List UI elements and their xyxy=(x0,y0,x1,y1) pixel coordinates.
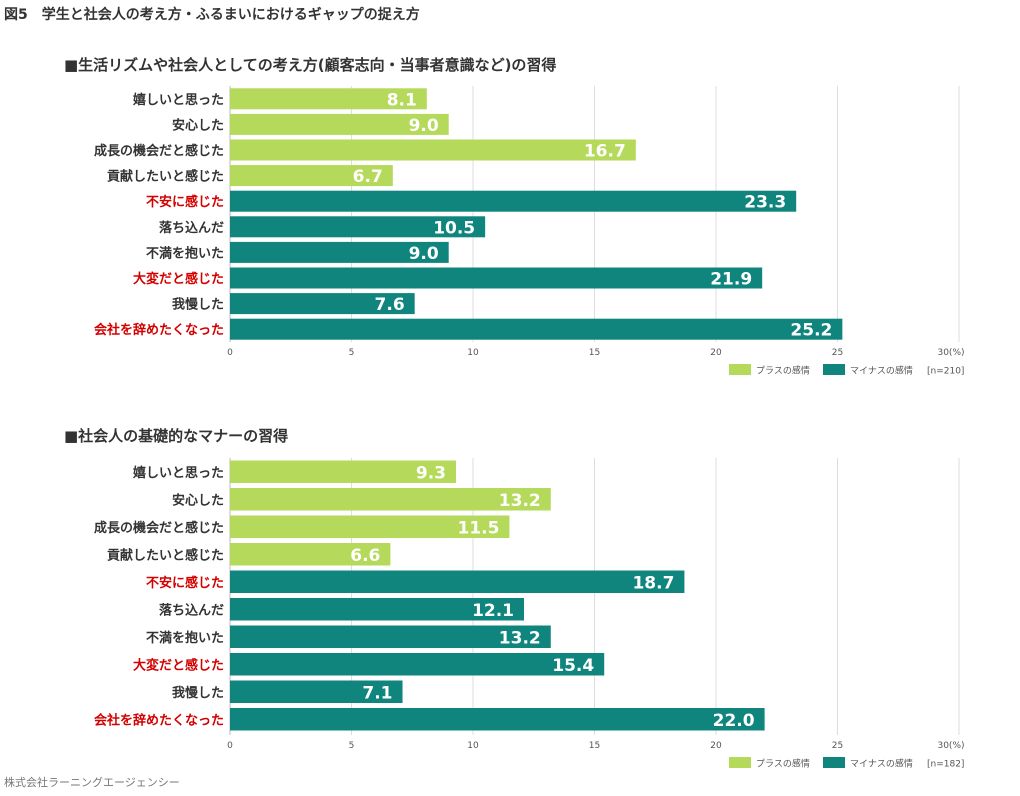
data-label: 12.1 xyxy=(472,601,514,621)
data-label: 11.5 xyxy=(457,518,499,538)
bar xyxy=(230,113,449,135)
x-tick-label: 5 xyxy=(349,348,355,358)
category-label: 安心した xyxy=(172,117,224,133)
legend-swatch-minus xyxy=(823,364,845,375)
bar xyxy=(230,293,415,315)
bar xyxy=(230,488,551,511)
legend-swatch-minus xyxy=(823,757,845,768)
bar xyxy=(230,139,636,161)
category-label: 不安に感じた xyxy=(146,575,224,591)
data-label: 9.0 xyxy=(409,116,439,136)
legend-label-plus: プラスの感情 xyxy=(756,758,810,770)
data-label: 9.0 xyxy=(409,244,439,264)
bar xyxy=(230,318,843,340)
category-label: 貢献したいと感じた xyxy=(107,169,224,185)
figure-title: 図5 学生と社会人の考え方・ふるまいにおけるギャップの捉え方 xyxy=(4,7,420,23)
bar xyxy=(230,598,525,621)
legend-label-minus: マイナスの感情 xyxy=(850,365,913,377)
x-tick-label: 10 xyxy=(467,741,479,751)
x-tick-label: 30(%) xyxy=(937,741,964,751)
legend-swatch-plus xyxy=(729,364,751,375)
category-label: 我慢した xyxy=(172,685,224,701)
bar xyxy=(230,680,403,703)
data-label: 7.6 xyxy=(375,295,405,315)
data-label: 15.4 xyxy=(552,656,594,676)
category-label: 会社を辞めたくなった xyxy=(94,322,224,338)
category-label: 大変だと感じた xyxy=(133,271,224,287)
bar xyxy=(230,708,765,731)
x-tick-label: 20 xyxy=(710,741,722,751)
bar xyxy=(230,190,797,212)
category-label: 会社を辞めたくなった xyxy=(94,712,224,728)
bar xyxy=(230,165,393,187)
bar xyxy=(230,216,486,238)
bar xyxy=(230,515,510,538)
bar xyxy=(230,653,605,676)
x-tick-label: 0 xyxy=(227,741,233,751)
chart-2: ■社会人の基礎的なマナーの習得 0 5 10 15 20 25 30(%) 嬉しいと思った 9.3… xyxy=(64,427,965,770)
footer-credit: 株式会社ラーニングエージェンシー xyxy=(4,776,180,789)
chart-title: ■社会人の基礎的なマナーの習得 xyxy=(64,427,288,445)
bar xyxy=(230,241,449,263)
x-tick-label: 25 xyxy=(832,741,843,751)
category-label: 成長の機会だと感じた xyxy=(94,520,224,536)
data-label: 6.6 xyxy=(350,546,380,566)
x-tick-label: 10 xyxy=(467,348,479,358)
data-label: 25.2 xyxy=(790,321,832,341)
data-label: 22.0 xyxy=(713,711,755,731)
category-label: 成長の機会だと感じた xyxy=(94,143,224,159)
data-label: 18.7 xyxy=(632,573,674,593)
chart-title: ■生活リズムや社会人としての考え方(顧客志向・当事者意識など)の習得 xyxy=(64,56,556,74)
data-label: 6.7 xyxy=(353,167,383,187)
category-label: 我慢した xyxy=(172,297,224,313)
bar xyxy=(230,88,427,110)
category-label: 落ち込んだ xyxy=(159,602,224,618)
bar xyxy=(230,543,391,566)
data-label: 13.2 xyxy=(499,491,541,511)
category-label: 不安に感じた xyxy=(146,194,224,210)
bar xyxy=(230,625,551,648)
x-tick-label: 20 xyxy=(710,348,722,358)
legend-sample-size: [n=182] xyxy=(927,760,964,770)
legend-swatch-plus xyxy=(729,757,751,768)
data-label: 21.9 xyxy=(710,270,752,290)
category-label: 貢献したいと感じた xyxy=(107,547,224,563)
bar xyxy=(230,570,685,593)
category-label: 不満を抱いた xyxy=(146,630,224,646)
legend-label-plus: プラスの感情 xyxy=(756,365,810,377)
x-tick-label: 15 xyxy=(589,348,600,358)
data-label: 9.3 xyxy=(416,463,446,483)
data-label: 16.7 xyxy=(584,142,626,162)
x-tick-label: 0 xyxy=(227,348,233,358)
data-label: 10.5 xyxy=(433,218,475,238)
x-tick-label: 30(%) xyxy=(937,348,964,358)
category-label: 嬉しいと思った xyxy=(133,92,224,108)
bar xyxy=(230,267,763,289)
category-label: 大変だと感じた xyxy=(133,657,224,673)
category-label: 嬉しいと思った xyxy=(133,465,224,481)
legend-sample-size: [n=210] xyxy=(927,367,964,377)
data-label: 13.2 xyxy=(499,628,541,648)
bar xyxy=(230,460,456,483)
data-label: 7.1 xyxy=(362,683,392,703)
x-tick-label: 5 xyxy=(349,741,355,751)
data-label: 8.1 xyxy=(387,90,417,110)
legend-label-minus: マイナスの感情 xyxy=(850,758,913,770)
chart-1: ■生活リズムや社会人としての考え方(顧客志向・当事者意識など)の習得 0 5 10 15… xyxy=(64,56,965,377)
category-label: 落ち込んだ xyxy=(159,220,224,236)
category-label: 不満を抱いた xyxy=(146,245,224,261)
category-label: 安心した xyxy=(172,492,224,508)
data-label: 23.3 xyxy=(744,193,786,213)
x-tick-label: 15 xyxy=(589,741,600,751)
x-tick-label: 25 xyxy=(832,348,843,358)
